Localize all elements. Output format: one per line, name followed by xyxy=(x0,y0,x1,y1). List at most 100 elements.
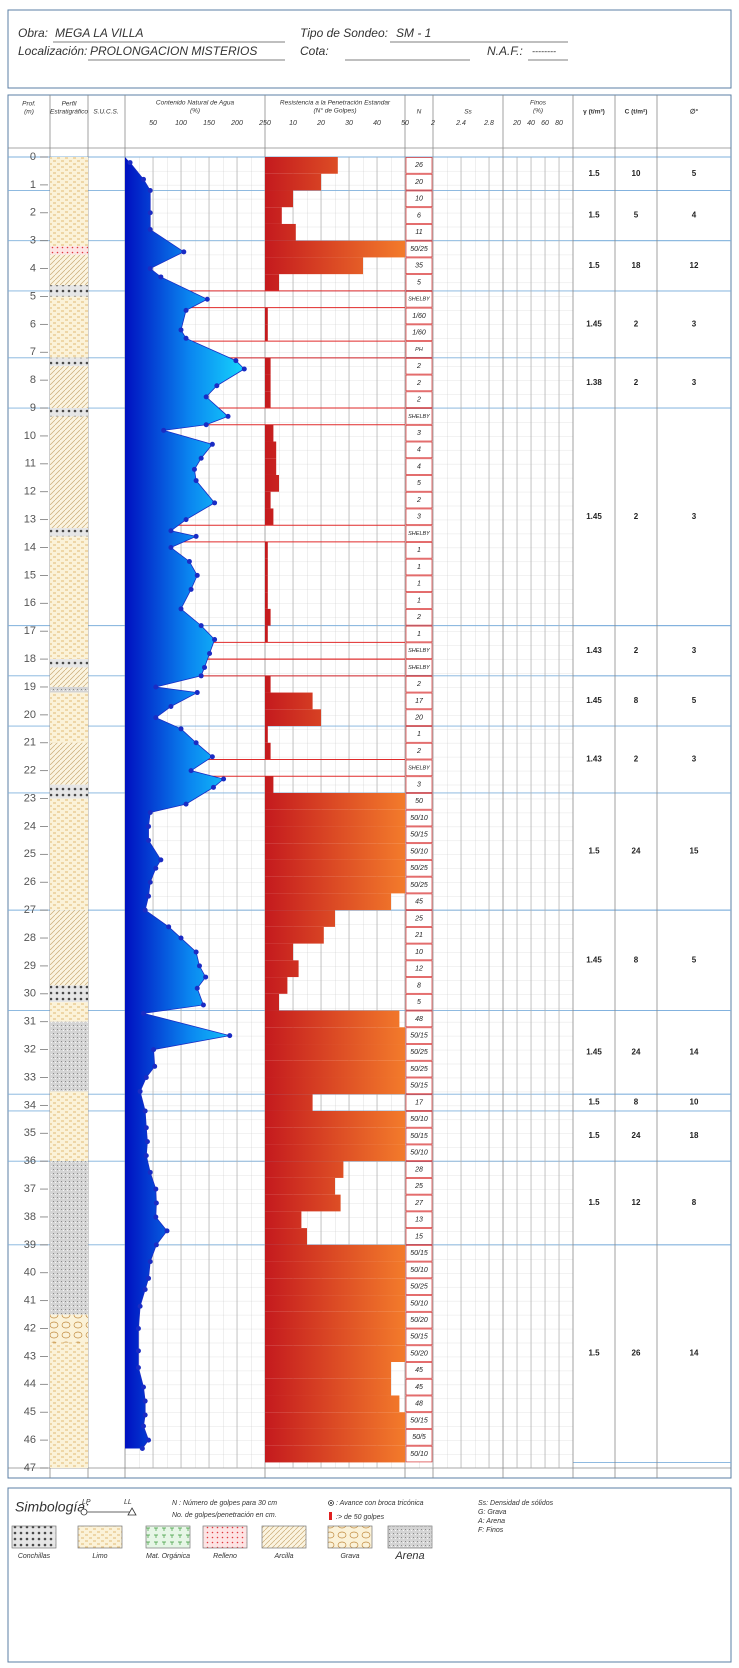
spt-bar xyxy=(265,810,405,827)
localizacion: PROLONGACION MISTERIOS xyxy=(90,44,257,58)
spt-label: 50/5 xyxy=(412,1434,426,1441)
spt-label: 5 xyxy=(417,279,421,286)
depth-label: 8 xyxy=(30,374,36,386)
spt-label: 1/60 xyxy=(412,313,426,320)
legend-note: G: Grava xyxy=(478,1509,507,1516)
spt-bar xyxy=(265,676,271,693)
water-point xyxy=(242,366,247,371)
depth-label: 13 xyxy=(24,514,36,526)
naf-label: N.A.F.: xyxy=(487,44,523,58)
stratum xyxy=(50,1022,88,1092)
water-point xyxy=(136,1326,141,1331)
spt-label: PH xyxy=(415,347,423,353)
water-point xyxy=(153,1187,158,1192)
water-point xyxy=(194,534,199,539)
water-point xyxy=(195,573,200,578)
spt-label: 50/25 xyxy=(410,246,428,253)
friction-angle: 3 xyxy=(692,378,697,387)
depth-label: 26 xyxy=(24,876,36,888)
x-tick-label: 2.8 xyxy=(483,120,494,127)
col-header: (m) xyxy=(24,109,34,116)
legend-swatch xyxy=(146,1526,190,1548)
spt-label: 48 xyxy=(415,1016,423,1023)
stratum xyxy=(50,687,88,693)
water-point xyxy=(168,545,173,550)
water-point xyxy=(221,777,226,782)
water-point xyxy=(212,637,217,642)
spt-label: 50/20 xyxy=(410,1350,428,1357)
depth-label: 44 xyxy=(24,1378,36,1390)
spt-bar xyxy=(265,927,324,944)
stratum xyxy=(50,1342,88,1468)
water-point xyxy=(138,1089,143,1094)
col-header: Prof. xyxy=(22,101,36,108)
water-point xyxy=(148,210,153,215)
spt-bar xyxy=(265,960,299,977)
water-point xyxy=(166,924,171,929)
depth-label: 21 xyxy=(24,737,36,749)
spt-label: 3 xyxy=(417,514,421,521)
gamma: 1.5 xyxy=(588,169,600,178)
spt-bar xyxy=(265,508,273,525)
spt-label: 1 xyxy=(417,581,421,588)
water-point xyxy=(153,715,158,720)
legend-title: Simbología: xyxy=(15,1499,89,1515)
depth-label: 37 xyxy=(24,1183,36,1195)
legend-label: Mat. Orgánica xyxy=(146,1553,190,1560)
spt-label: 20 xyxy=(414,179,423,186)
spt-bar xyxy=(265,860,405,877)
legend-swatch xyxy=(12,1526,56,1548)
spt-bar xyxy=(265,475,279,492)
friction-angle: 5 xyxy=(692,169,697,178)
spt-bar xyxy=(265,1027,405,1044)
spt-bar xyxy=(265,1044,405,1061)
depth-label: 46 xyxy=(24,1434,36,1446)
spt-bar xyxy=(265,207,282,224)
water-point xyxy=(212,500,217,505)
legend-label: Arena xyxy=(394,1550,424,1562)
water-point xyxy=(128,160,133,165)
spt-bar xyxy=(265,893,391,910)
spt-label: 50/10 xyxy=(410,1267,428,1274)
cohesion: 8 xyxy=(634,696,639,705)
spt-bar xyxy=(265,1262,405,1279)
gamma: 1.45 xyxy=(586,512,602,521)
cohesion: 2 xyxy=(634,646,639,655)
legend-label: Arcilla xyxy=(273,1553,293,1560)
depth-label: 3 xyxy=(30,235,36,247)
spt-label: 45 xyxy=(415,899,423,906)
spt-bar xyxy=(265,826,405,843)
spt-label: 10 xyxy=(415,949,423,956)
spt-label: 6 xyxy=(417,212,421,219)
friction-angle: 5 xyxy=(692,955,697,964)
water-point xyxy=(189,587,194,592)
depth-label: 28 xyxy=(24,932,36,944)
water-point xyxy=(187,559,192,564)
spt-label: 2 xyxy=(416,397,421,404)
spt-bar xyxy=(265,1429,405,1446)
spt-label: 2 xyxy=(416,363,421,370)
water-point xyxy=(146,824,151,829)
x-tick-label: 40 xyxy=(373,120,381,127)
water-point xyxy=(148,1259,153,1264)
water-point xyxy=(145,1139,150,1144)
spt-bar xyxy=(265,1161,343,1178)
spt-label: 27 xyxy=(414,1200,424,1207)
depth-label: 9 xyxy=(30,402,36,414)
legend-label: Relleno xyxy=(213,1553,237,1560)
stratum xyxy=(50,366,88,408)
spt-label: 45 xyxy=(415,1384,423,1391)
stratum xyxy=(50,536,88,659)
depth-label: 10 xyxy=(24,430,36,442)
water-point xyxy=(227,1033,232,1038)
spt-bar xyxy=(265,1178,335,1195)
spt-label: 5 xyxy=(417,480,421,487)
col-header: Contenido Natural de Agua xyxy=(156,100,235,107)
spt-bar xyxy=(265,1446,405,1463)
depth-label: 38 xyxy=(24,1211,36,1223)
depth-label: 29 xyxy=(24,960,36,972)
spt-label: 3 xyxy=(417,430,421,437)
friction-angle: 14 xyxy=(690,1349,699,1358)
depth-label: 23 xyxy=(24,792,36,804)
stratum xyxy=(50,416,88,528)
